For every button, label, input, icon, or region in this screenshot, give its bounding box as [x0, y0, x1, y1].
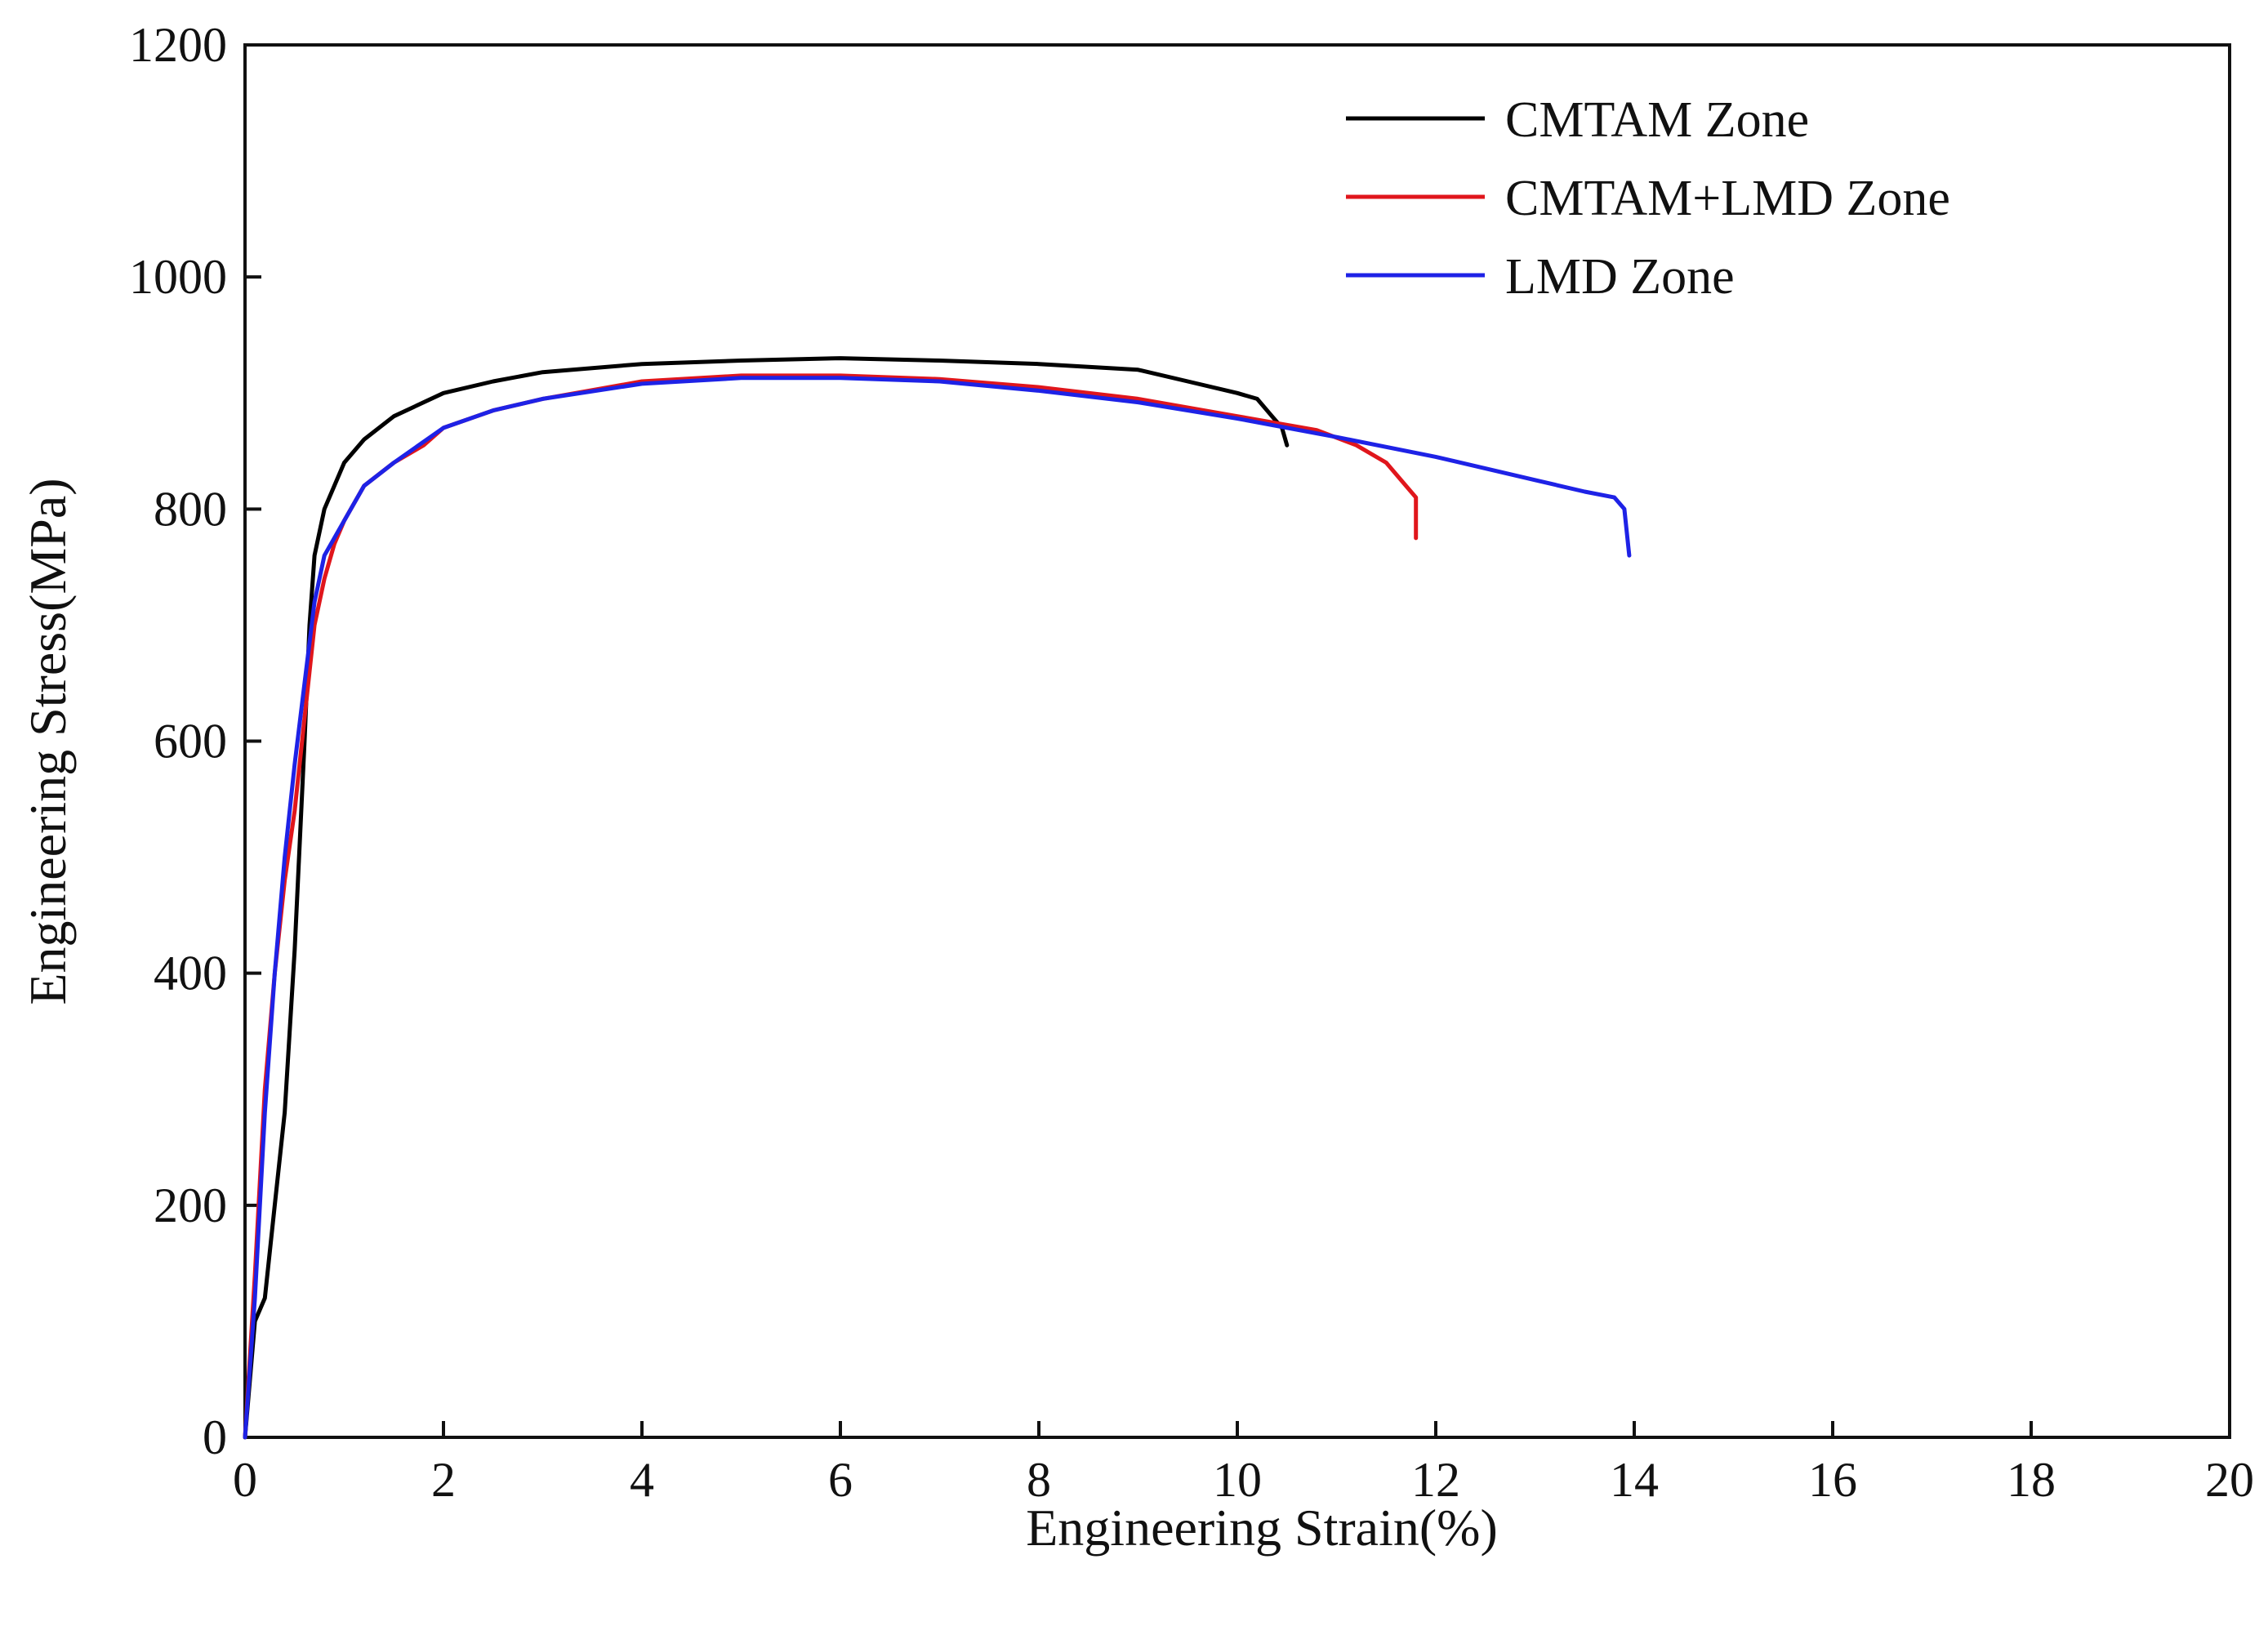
- y-axis-title: Engineering Stress(MPa): [19, 478, 77, 1005]
- y-tick-label: 0: [203, 1410, 227, 1464]
- y-axis: 0 200 400 600 800 1000 1200: [129, 18, 261, 1464]
- x-tick-label: 12: [1411, 1453, 1460, 1507]
- y-tick-label: 1200: [129, 18, 227, 72]
- plot-frame: [243, 43, 2231, 1439]
- legend: CMTAM Zone CMTAM+LMD Zone LMD Zone: [1346, 92, 1950, 305]
- legend-label: CMTAM+LMD Zone: [1505, 171, 1950, 226]
- legend-label: CMTAM Zone: [1505, 92, 1809, 148]
- x-tick-label: 8: [1027, 1453, 1051, 1507]
- y-tick-label: 200: [154, 1178, 227, 1232]
- y-tick-label: 800: [154, 482, 227, 536]
- x-tick-label: 18: [2007, 1453, 2056, 1507]
- y-tick-label: 1000: [129, 250, 227, 304]
- x-tick-label: 16: [1808, 1453, 1857, 1507]
- series-line-2: [243, 373, 1419, 1440]
- series-line-1: [243, 356, 1290, 1440]
- x-tick-label: 4: [630, 1453, 654, 1507]
- x-tick-label: 14: [1610, 1453, 1659, 1507]
- legend-label: LMD Zone: [1505, 249, 1735, 305]
- x-axis-title: Engineering Strain(%): [1026, 1499, 1498, 1557]
- x-tick-label: 6: [828, 1453, 853, 1507]
- y-tick-label: 400: [154, 947, 227, 1000]
- series-lines: [243, 356, 1632, 1440]
- y-tick-label: 600: [154, 715, 227, 768]
- x-tick-label: 20: [2205, 1453, 2254, 1507]
- x-tick-label: 0: [233, 1453, 257, 1507]
- series-line-3: [243, 376, 1632, 1440]
- x-tick-label: 10: [1213, 1453, 1262, 1507]
- x-tick-label: 2: [431, 1453, 456, 1507]
- x-axis: 0 2 4 6 8 10 12 14 16 18 20: [233, 1421, 2254, 1507]
